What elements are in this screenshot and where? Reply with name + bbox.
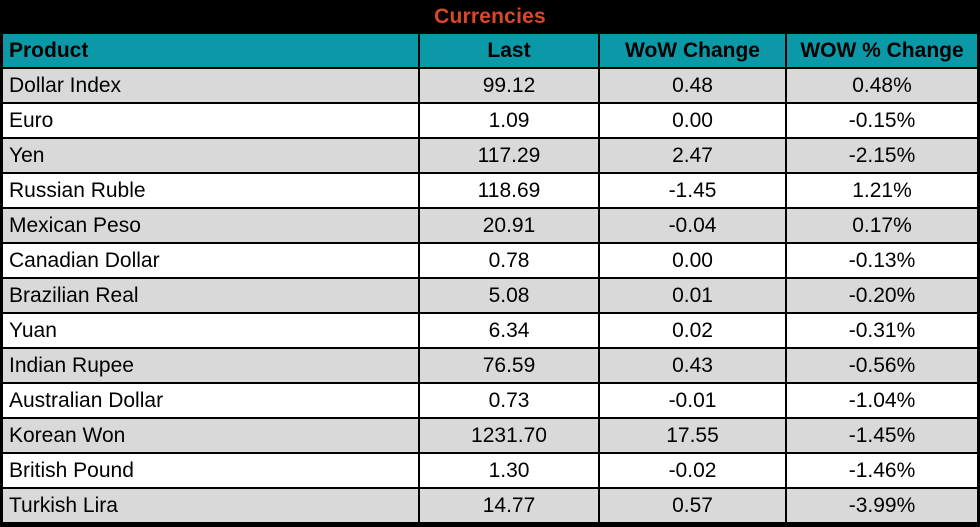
cell-product: Russian Ruble [3, 174, 418, 207]
cell-product: Australian Dollar [3, 384, 418, 417]
cell-wow-change: 0.57 [600, 489, 785, 522]
cell-last: 0.78 [420, 244, 598, 277]
cell-product: Yen [3, 139, 418, 172]
cell-last: 117.29 [420, 139, 598, 172]
cell-wow-change: -0.01 [600, 384, 785, 417]
cell-wow-change: -0.04 [600, 209, 785, 242]
cell-wow-change: 0.00 [600, 104, 785, 137]
cell-product: Yuan [3, 314, 418, 347]
cell-last: 0.73 [420, 384, 598, 417]
cell-product: Brazilian Real [3, 279, 418, 312]
cell-last: 5.08 [420, 279, 598, 312]
cell-wow-pct-change: -3.99% [787, 489, 977, 522]
cell-wow-change: 0.01 [600, 279, 785, 312]
cell-product: Indian Rupee [3, 349, 418, 382]
cell-last: 99.12 [420, 69, 598, 102]
cell-wow-pct-change: -1.46% [787, 454, 977, 487]
cell-last: 118.69 [420, 174, 598, 207]
column-header-product: Product [3, 34, 418, 67]
cell-last: 1.09 [420, 104, 598, 137]
cell-wow-change: 0.43 [600, 349, 785, 382]
cell-last: 6.34 [420, 314, 598, 347]
cell-wow-change: 0.00 [600, 244, 785, 277]
cell-last: 14.77 [420, 489, 598, 522]
cell-wow-pct-change: -2.15% [787, 139, 977, 172]
cell-wow-pct-change: -1.04% [787, 384, 977, 417]
cell-wow-pct-change: 0.17% [787, 209, 977, 242]
cell-wow-pct-change: -0.31% [787, 314, 977, 347]
column-header-last: Last [420, 34, 598, 67]
cell-last: 1.30 [420, 454, 598, 487]
cell-wow-change: -0.02 [600, 454, 785, 487]
cell-wow-change: -1.45 [600, 174, 785, 207]
cell-product: Euro [3, 104, 418, 137]
table-title: Currencies [434, 5, 546, 28]
cell-product: Mexican Peso [3, 209, 418, 242]
cell-last: 76.59 [420, 349, 598, 382]
cell-wow-change: 2.47 [600, 139, 785, 172]
cell-wow-change: 0.48 [600, 69, 785, 102]
cell-product: Dollar Index [3, 69, 418, 102]
cell-wow-pct-change: 1.21% [787, 174, 977, 207]
table-title-bar: Currencies [3, 0, 977, 34]
cell-last: 1231.70 [420, 419, 598, 452]
column-header-wow-change: WoW Change [600, 34, 785, 67]
cell-wow-pct-change: -1.45% [787, 419, 977, 452]
cell-wow-change: 0.02 [600, 314, 785, 347]
cell-wow-pct-change: 0.48% [787, 69, 977, 102]
table-grid: Product Last WoW Change WOW % Change Dol… [3, 34, 977, 522]
cell-product: British Pound [3, 454, 418, 487]
cell-wow-pct-change: -0.56% [787, 349, 977, 382]
cell-wow-pct-change: -0.15% [787, 104, 977, 137]
cell-wow-pct-change: -0.20% [787, 279, 977, 312]
column-header-wow-pct-change: WOW % Change [787, 34, 977, 67]
cell-wow-change: 17.55 [600, 419, 785, 452]
cell-last: 20.91 [420, 209, 598, 242]
cell-product: Turkish Lira [3, 489, 418, 522]
cell-wow-pct-change: -0.13% [787, 244, 977, 277]
cell-product: Korean Won [3, 419, 418, 452]
cell-product: Canadian Dollar [3, 244, 418, 277]
